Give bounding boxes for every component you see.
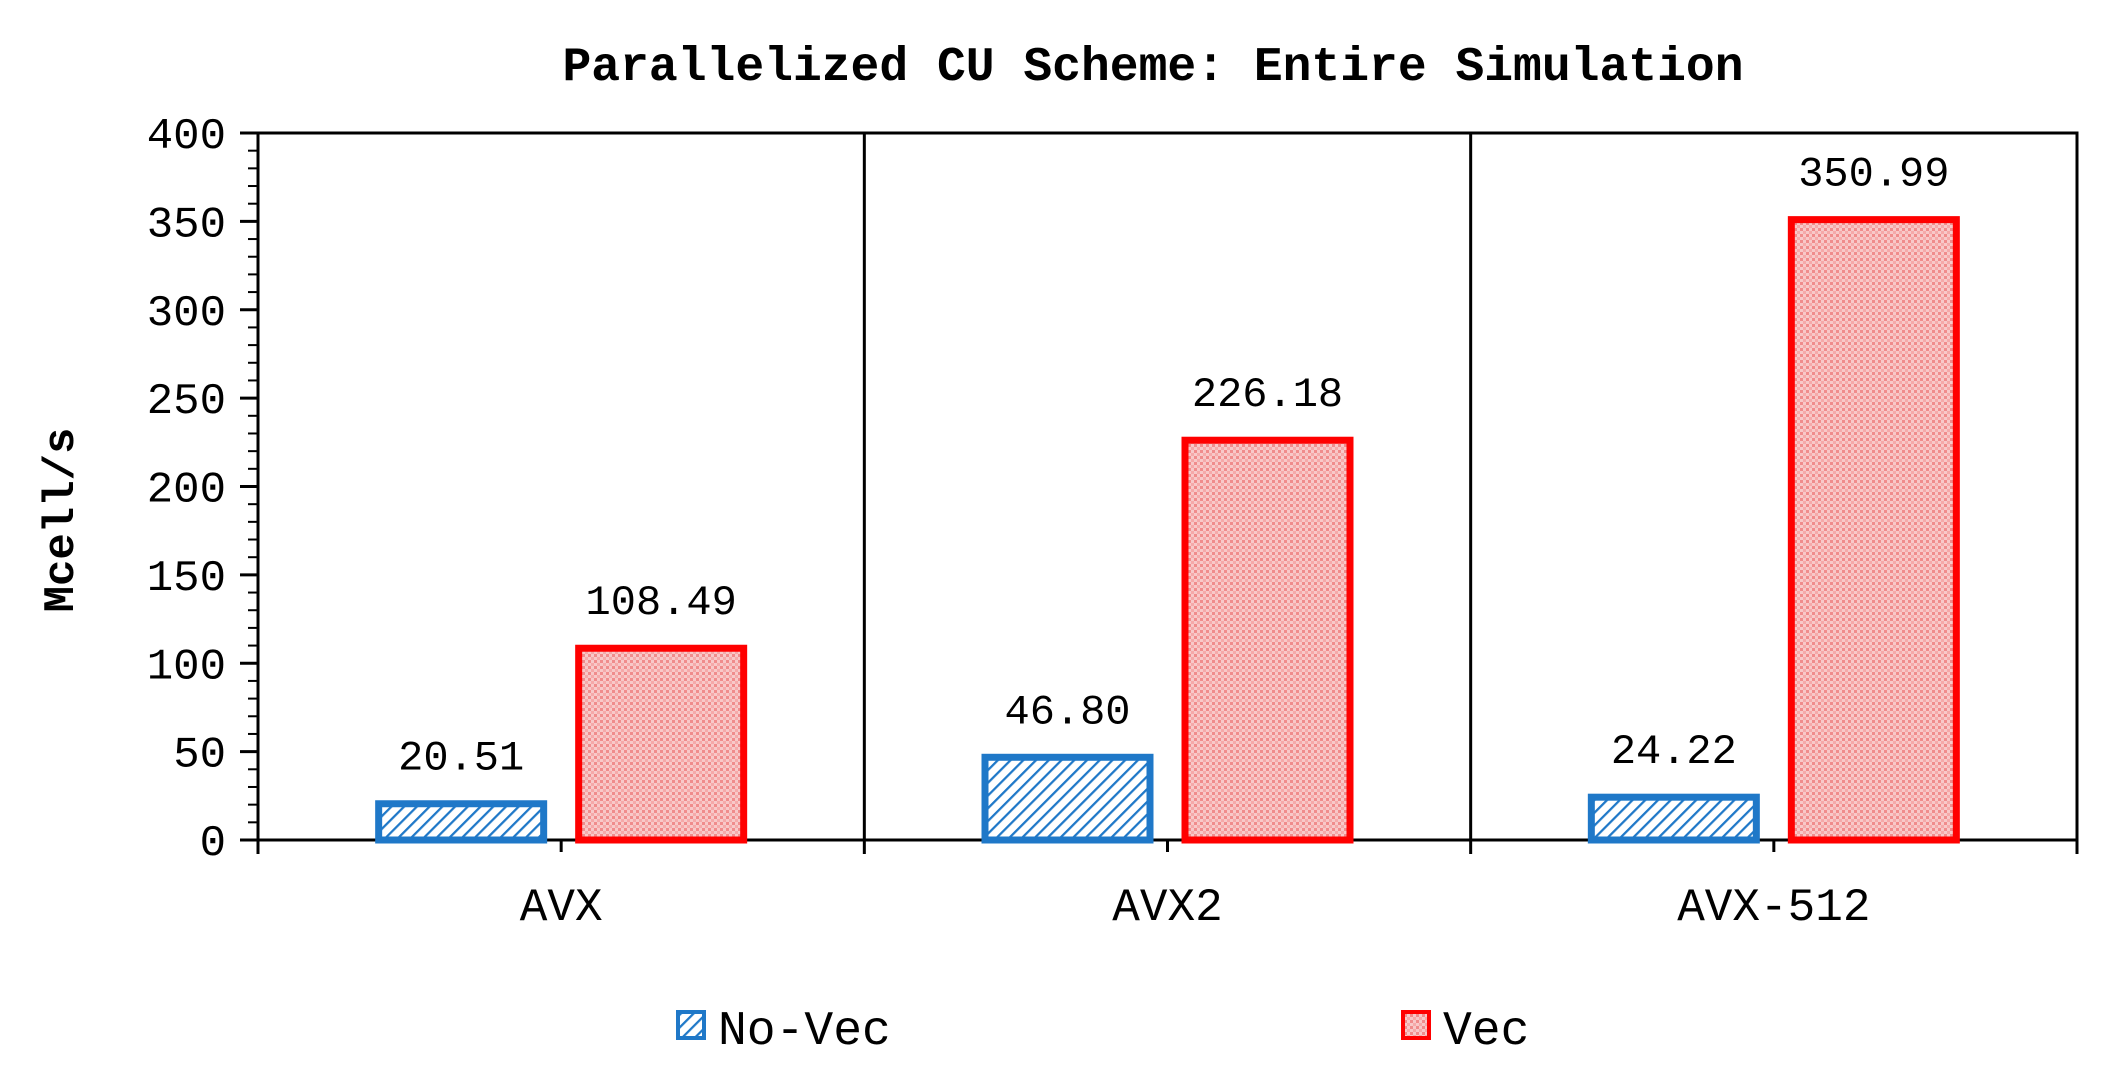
legend-swatch-no-vec <box>676 1010 706 1040</box>
data-labels: 20.51 46.80 24.22 108.49 226.18 350.99 <box>398 151 1949 783</box>
y-tick-label: 400 <box>147 112 226 162</box>
legend-label-no-vec: No-Vec <box>718 1005 891 1059</box>
y-tick-label: 300 <box>147 289 226 339</box>
y-tick-label: 250 <box>147 377 226 427</box>
data-label-no-vec-avx: 20.51 <box>398 735 524 783</box>
x-category-label-avx: AVX <box>520 882 603 934</box>
bar-vec-avx <box>575 644 748 844</box>
legend: No-Vec Vec <box>676 1005 1529 1059</box>
bar-vec-avx2 <box>1181 436 1354 844</box>
axes: 0 50 100 150 200 250 300 350 400 AVX AVX2 AVX-512 <box>147 112 2079 934</box>
bar-no-vec-avx-512 <box>1587 793 1760 844</box>
x-category-label-avx2: AVX2 <box>1112 882 1222 934</box>
x-category-label-avx-512: AVX-512 <box>1677 882 1870 934</box>
y-tick-label: 350 <box>147 200 226 250</box>
data-label-vec-avx: 108.49 <box>586 579 737 627</box>
data-label-no-vec-avx-512: 24.22 <box>1611 728 1737 776</box>
y-axis-label: Mcell/s <box>37 428 87 613</box>
chart-title: Parallelized CU Scheme: Entire Simulatio… <box>563 41 1744 95</box>
legend-swatch-vec <box>1401 1010 1431 1040</box>
bar-vec-avx-512 <box>1787 216 1960 844</box>
data-label-vec-avx2: 226.18 <box>1192 371 1343 419</box>
legend-label-vec: Vec <box>1443 1005 1529 1059</box>
y-tick-label: 100 <box>147 642 226 692</box>
y-tick-label: 0 <box>200 819 226 869</box>
data-label-no-vec-avx2: 46.80 <box>1004 688 1130 736</box>
y-tick-label: 50 <box>173 731 226 781</box>
data-label-vec-avx-512: 350.99 <box>1798 151 1949 199</box>
y-tick-label: 200 <box>147 466 226 516</box>
bars <box>375 216 1960 844</box>
bar-no-vec-avx <box>375 800 548 844</box>
bar-no-vec-avx2 <box>981 753 1154 844</box>
y-tick-label: 150 <box>147 554 226 604</box>
